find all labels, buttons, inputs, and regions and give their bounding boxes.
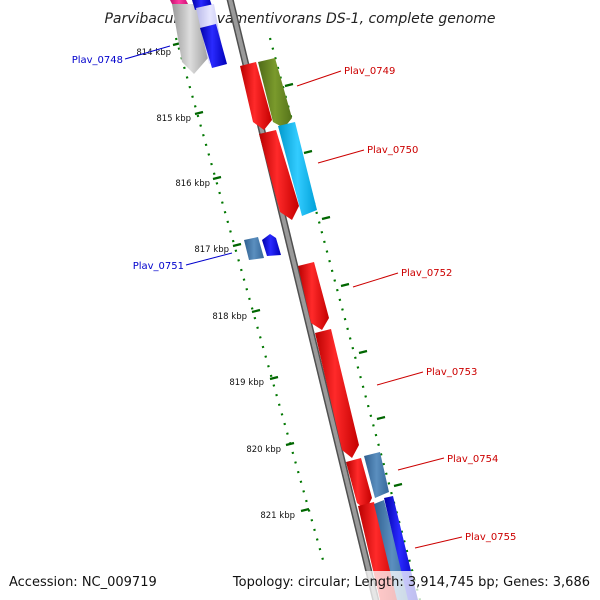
map-title: Parvibaculum lavamentivorans DS-1, compl… (104, 11, 495, 27)
label-leaders (124, 45, 463, 549)
gene-label-plav-0750: Plav_0750 (367, 145, 418, 156)
gene-label-plav-0754: Plav_0754 (447, 454, 498, 465)
inner-dotted-ring (174, 37, 325, 561)
feature-plav-0749-a (240, 62, 272, 130)
topology-text: Topology: circular; Length: 3,914,745 bp… (232, 575, 590, 590)
kbp-label-820: 820 kbp (246, 445, 281, 455)
feature-plav-0754 (364, 452, 389, 498)
accession-text: Accession: NC_009719 (9, 575, 157, 590)
kbp-label-819: 819 kbp (229, 378, 264, 388)
kbp-label-821: 821 kbp (260, 511, 295, 521)
gene-label-plav-0751: Plav_0751 (133, 261, 184, 272)
kbp-label-818: 818 kbp (212, 312, 247, 322)
feature-plav-0754-red (346, 458, 372, 510)
outer-dotted-ring (268, 37, 422, 600)
gene-label-plav-0752: Plav_0752 (401, 268, 452, 279)
gene-label-plav-0749: Plav_0749 (344, 66, 395, 77)
feature-plav-0748-top (192, 0, 212, 10)
feature-plav-0750 (278, 122, 317, 216)
kbp-label-816: 816 kbp (175, 179, 210, 189)
feature-plav-0750-red (259, 130, 299, 220)
gene-label-plav-0755: Plav_0755 (465, 532, 516, 543)
kbp-label-815: 815 kbp (156, 114, 191, 124)
feature-plav-0751-group (244, 234, 281, 260)
gene-labels: Plav_0748 Plav_0749 Plav_0750 Plav_0751 … (72, 55, 517, 543)
feature-magenta (170, 0, 188, 4)
feature-plav-0751-arrow (262, 234, 281, 256)
feature-plav-0749 (258, 58, 292, 128)
kbp-label-814: 814 kbp (136, 48, 171, 58)
forward-features (240, 58, 418, 600)
feature-plav-0753 (315, 329, 359, 458)
feature-plav-0748-group (170, 0, 227, 74)
scale-labels: 814 kbp 815 kbp 816 kbp 817 kbp 818 kbp … (136, 48, 295, 521)
feature-plav-0752 (298, 262, 329, 330)
feature-plav-0751 (244, 237, 264, 260)
footer-backdrop (0, 571, 600, 600)
kbp-label-817: 817 kbp (194, 245, 229, 255)
feature-blue-short (200, 24, 227, 68)
gene-label-plav-0753: Plav_0753 (426, 367, 477, 378)
outer-scale-ticks (284, 82, 403, 488)
gene-label-plav-0748: Plav_0748 (72, 55, 123, 66)
feature-plav-0748 (172, 4, 208, 74)
